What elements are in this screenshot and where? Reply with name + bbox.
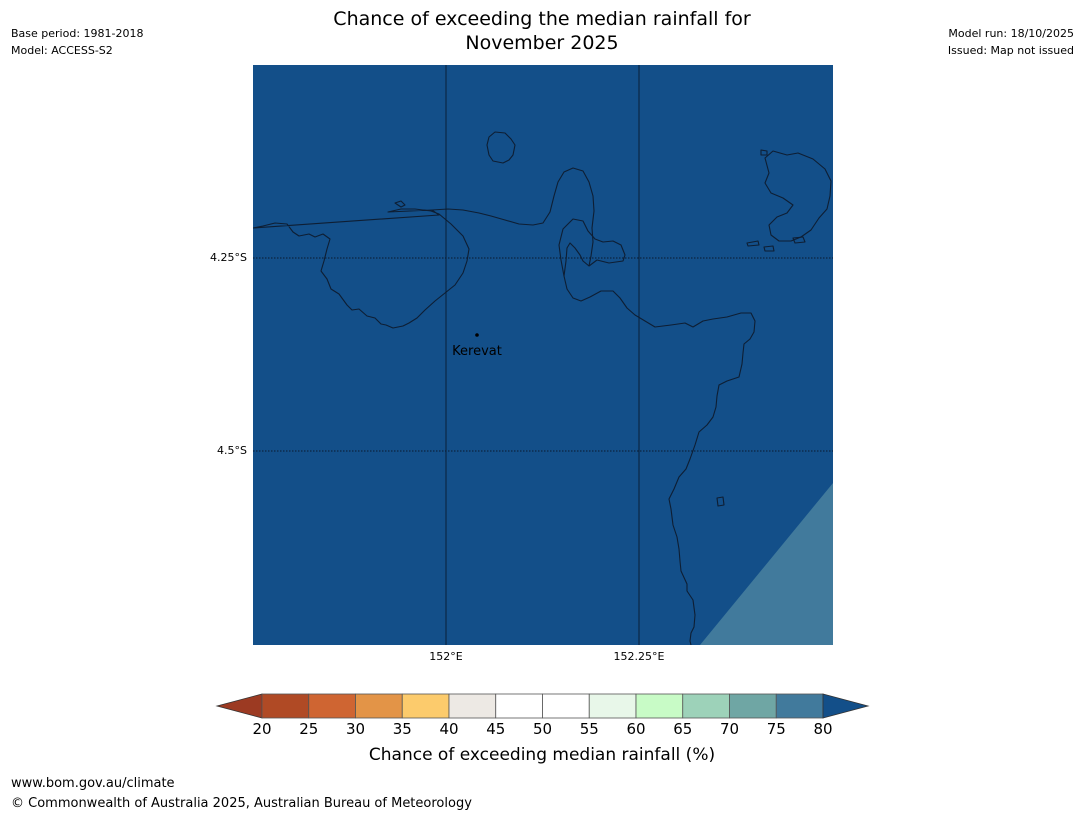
footer-copyright: © Commonwealth of Australia 2025, Austra… <box>11 796 472 811</box>
lon-label-152-25e: 152.25°E <box>613 650 665 663</box>
colorbar-bin-8 <box>635 693 684 719</box>
model-text: Model: ACCESS-S2 <box>11 44 113 57</box>
issued-text: Issued: Map not issued <box>947 44 1074 57</box>
colorbar-tick-20: 20 <box>252 720 272 738</box>
colorbar-bin-2 <box>355 693 403 719</box>
coastline-crater-peninsula <box>558 218 626 277</box>
base-period-text: Base period: 1981-2018 <box>11 27 144 40</box>
colorbar-bin-7 <box>588 693 637 719</box>
page-title: Chance of exceeding the median rainfall … <box>242 7 842 55</box>
island-small-4 <box>763 245 775 252</box>
title-line-1: Chance of exceeding the median rainfall … <box>333 8 751 30</box>
colorbar-under-arrow <box>215 693 263 719</box>
colorbar-bin-6 <box>542 693 590 719</box>
colorbar-tick-60: 60 <box>626 720 646 738</box>
colorbar-legend <box>215 693 870 719</box>
colorbar-bin-11 <box>775 693 824 719</box>
colorbar-bin-1 <box>308 693 356 719</box>
colorbar-over-arrow <box>822 693 870 719</box>
title-line-2: November 2025 <box>465 32 619 54</box>
kerevat-marker <box>475 333 479 337</box>
lon-label-152e: 152°E <box>429 650 463 663</box>
colorbar-tick-80: 80 <box>813 720 833 738</box>
colorbar-tick-25: 25 <box>299 720 319 738</box>
coastlines <box>253 131 832 645</box>
coastline-gazelle-west <box>431 167 756 645</box>
model-run-text: Model run: 18/10/2025 <box>948 27 1074 40</box>
colorbar-bin-9 <box>682 693 730 719</box>
colorbar-tick-40: 40 <box>439 720 459 738</box>
map-background-probability-fill <box>253 65 833 645</box>
island-small-6 <box>716 496 725 507</box>
island-small-2 <box>760 149 768 156</box>
island-watom <box>486 131 516 164</box>
metadata-right: Model run: 18/10/2025 Issued: Map not is… <box>948 25 1074 59</box>
colorbar-tick-70: 70 <box>719 720 740 738</box>
map-canvas: Kerevat <box>253 65 833 645</box>
footer-url: www.bom.gov.au/climate <box>11 776 175 791</box>
island-small-3 <box>746 240 760 247</box>
colorbar-tick-35: 35 <box>392 720 412 738</box>
colorbar-title: Chance of exceeding median rainfall (%) <box>368 745 716 765</box>
colorbar-tick-75: 75 <box>766 720 786 738</box>
colorbar-tick-45: 45 <box>486 720 506 738</box>
colorbar-bin-0 <box>261 693 310 719</box>
island-duke-of-york <box>764 150 832 242</box>
colorbar-tick-50: 50 <box>532 720 553 738</box>
lat-label-4-25s: 4.25°S <box>210 251 247 264</box>
kerevat-label: Kerevat <box>452 344 502 359</box>
map-gridlines <box>253 65 833 645</box>
island-small-1 <box>394 200 406 208</box>
island-small-5 <box>792 236 806 244</box>
lat-label-4-5s: 4.5°S <box>217 444 247 457</box>
colorbar-tick-65: 65 <box>673 720 693 738</box>
coastline-west <box>253 208 470 329</box>
colorbar-bin-5 <box>495 693 543 719</box>
colorbar-tick-55: 55 <box>579 720 599 738</box>
map-probability-region-70-75 <box>700 483 833 645</box>
rainfall-map: Kerevat <box>253 65 833 645</box>
colorbar-tick-30: 30 <box>345 720 366 738</box>
colorbar-bin-4 <box>448 693 497 719</box>
metadata-left: Base period: 1981-2018 Model: ACCESS-S2 <box>11 25 143 59</box>
colorbar-bin-3 <box>401 693 450 719</box>
colorbar-bin-10 <box>729 693 777 719</box>
colorbar-bins <box>261 693 824 719</box>
